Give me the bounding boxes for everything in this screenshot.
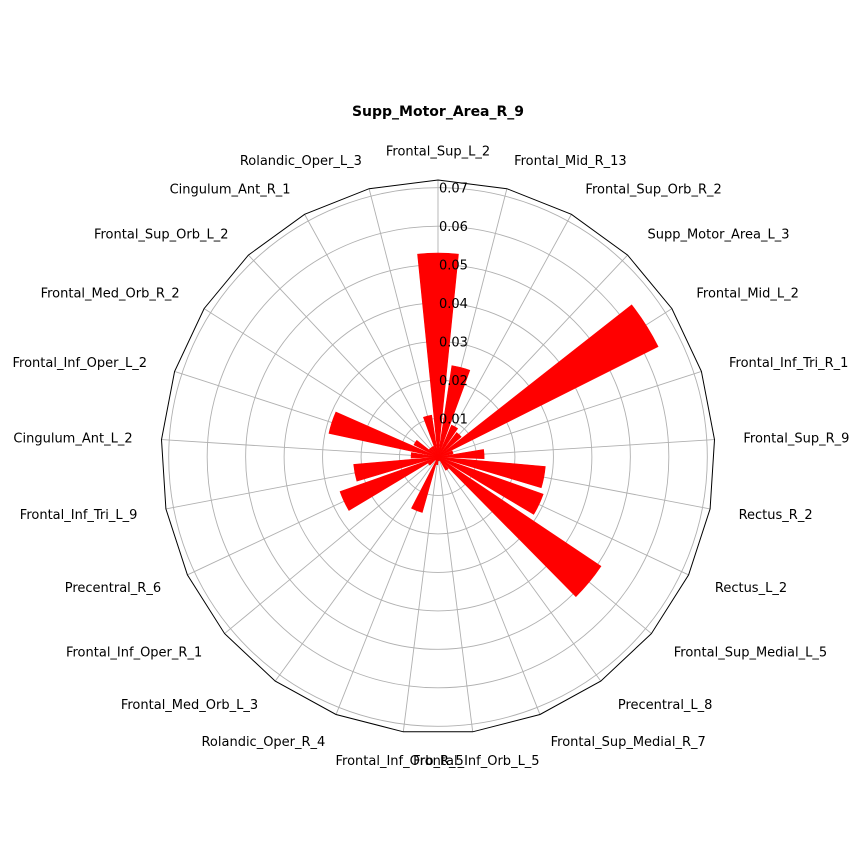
grid-spoke	[437, 456, 541, 715]
grid-spoke	[304, 214, 439, 458]
radial-tick-label: 0.06	[439, 220, 468, 235]
grid-spoke	[437, 456, 602, 682]
category-label: Frontal_Mid_L_2	[696, 287, 799, 302]
bar-frontal-med-orb-r-2	[413, 439, 439, 458]
grid-spoke	[203, 308, 439, 458]
category-label: Frontal_Sup_L_2	[386, 145, 490, 160]
grid-spoke	[274, 456, 439, 682]
grid-spoke	[437, 254, 628, 458]
category-labels: Frontal_Sup_L_2 Frontal_Mid_R_13 Frontal_S…	[13, 145, 850, 770]
bar-frontal-sup-orb-r-2	[437, 424, 459, 458]
bar-rectus-r-2	[437, 456, 546, 489]
grid-spoke	[437, 214, 572, 458]
category-label: Cingulum_Ant_L_2	[13, 431, 132, 446]
grid-spoke	[161, 439, 439, 458]
bar-frontal-sup-medial-l-5	[437, 456, 602, 598]
bar-frontal-inf-oper-r-1	[427, 456, 439, 466]
chart-title: Supp_Motor_Area_R_9	[352, 104, 524, 120]
bar-cingulum-ant-r-1	[431, 445, 439, 458]
outer-frame	[160, 179, 716, 733]
category-label: Frontal_Inf_Tri_L_9	[20, 508, 138, 523]
category-label: Frontal_Sup_Medial_L_5	[674, 646, 827, 661]
grid-spoke	[402, 456, 439, 732]
bar-frontal-sup-l-2	[417, 252, 459, 458]
bar-frontal-inf-oper-l-2	[328, 411, 439, 458]
category-label: Supp_Motor_Area_L_3	[647, 227, 789, 242]
radial-tick-label: 0.04	[439, 297, 468, 312]
radial-tick-label: 0.02	[439, 374, 468, 389]
category-label: Frontal_Sup_Orb_R_2	[585, 182, 721, 197]
radial-tick-label: 0.03	[439, 336, 468, 351]
bar-frontal-mid-r-13	[437, 365, 471, 458]
grid-spoke	[224, 456, 439, 634]
bar-cingulum-ant-l-2	[410, 452, 439, 459]
bar-supp-motor-area-l-3	[437, 432, 462, 458]
radial-tick-label: 0.01	[439, 413, 468, 428]
grid-spoke	[437, 456, 474, 732]
category-label: Rolandic_Oper_L_3	[240, 154, 362, 169]
grid-spoke	[248, 254, 439, 458]
bar-series	[328, 252, 659, 598]
bar-precentral-l-8	[437, 456, 449, 471]
category-label: Frontal_Inf_Orb_R_5	[336, 754, 464, 769]
category-label: Frontal_Med_Orb_L_3	[121, 698, 258, 713]
bar-frontal-inf-tri-r-1	[437, 450, 454, 458]
bar-rolandic-oper-l-3	[423, 414, 439, 458]
radial-tick-label: 0.05	[439, 259, 468, 274]
radial-tick-labels: 0.01 0.02 0.03 0.04 0.05 0.06 0.07	[439, 182, 468, 428]
bar-rolandic-oper-r-4	[411, 456, 439, 513]
category-label: Precentral_R_6	[65, 581, 161, 596]
grid-spoke	[368, 188, 439, 458]
bar-frontal-sup-r-9	[437, 449, 485, 460]
category-label: Precentral_L_8	[618, 698, 713, 713]
category-label: Frontal_Mid_R_13	[514, 154, 627, 169]
category-label: Frontal_Inf_Tri_R_1	[729, 356, 848, 371]
bar-frontal-inf-tri-l-9	[353, 456, 439, 482]
category-label: Frontal_Inf_Oper_R_1	[66, 646, 202, 661]
category-label: Rolandic_Oper_R_4	[201, 735, 325, 750]
bar-frontal-sup-orb-l-2	[428, 447, 439, 458]
radial-tick-label: 0.07	[439, 182, 468, 197]
category-label: Frontal_Inf_Orb_L_5	[413, 754, 539, 769]
category-label: Rectus_L_2	[715, 581, 787, 596]
bar-rectus-l-2	[437, 456, 544, 515]
polar-frame	[160, 179, 716, 733]
category-label: Frontal_Med_Orb_R_2	[41, 287, 180, 302]
category-label: Frontal_Inf_Oper_L_2	[13, 356, 147, 371]
category-label: Frontal_Sup_Orb_L_2	[94, 227, 229, 242]
category-label: Rectus_R_2	[739, 508, 813, 523]
bar-frontal-mid-l-2	[437, 304, 659, 458]
category-label: Frontal_Sup_Medial_R_7	[551, 735, 706, 750]
bar-precentral-r-6	[339, 456, 439, 511]
category-label: Cingulum_Ant_R_1	[170, 182, 291, 197]
category-label: Frontal_Sup_R_9	[743, 431, 849, 446]
grid-spoke	[437, 370, 702, 458]
